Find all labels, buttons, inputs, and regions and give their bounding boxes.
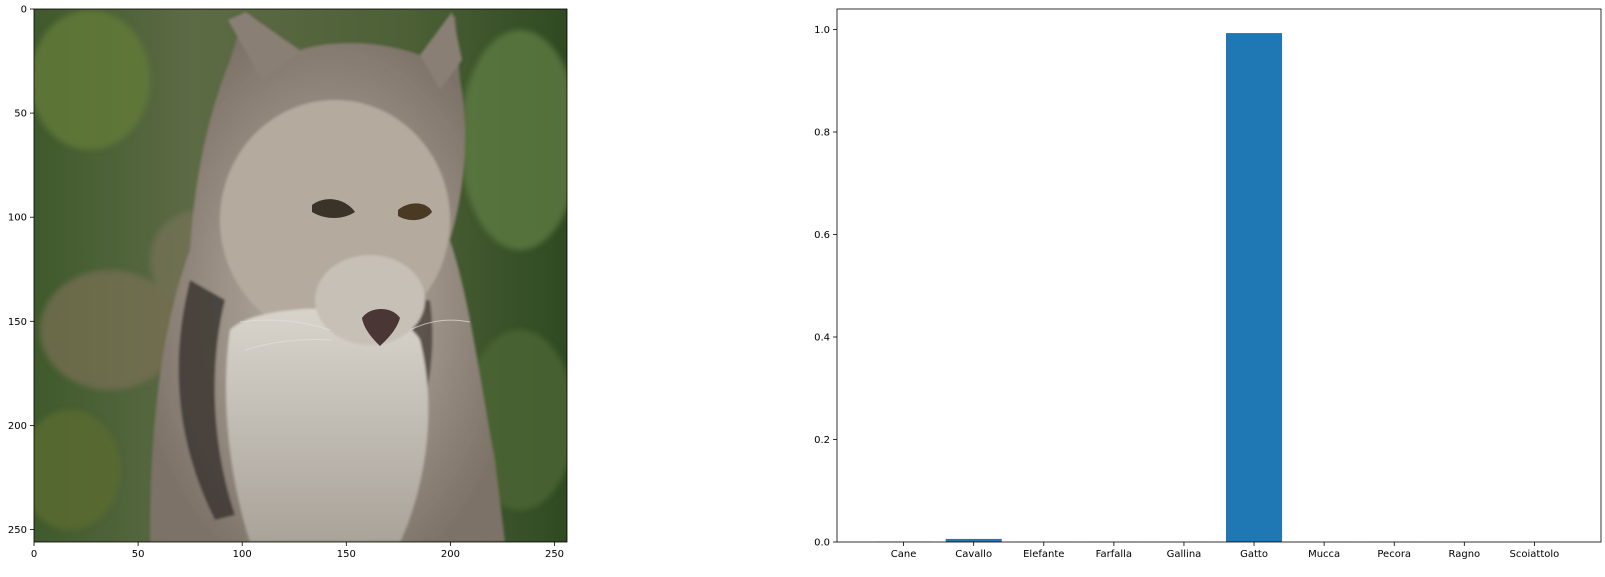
image-frame <box>33 8 568 543</box>
image-y-axis: 0 50 100 150 200 250 <box>8 5 34 536</box>
bar-y-tick-label: 0.0 <box>814 538 830 549</box>
bar-y-tick-label: 1.0 <box>814 25 830 36</box>
bar-y-tick-label: 0.2 <box>814 435 830 446</box>
image-x-tick-label: 150 <box>337 549 356 560</box>
bar-chart-x-axis: Cane Cavallo Elefante Farfalla Gallina Gatto M… <box>891 542 1559 560</box>
image-axes: 0 50 100 150 200 250 0 50 100 150 200 250 <box>8 5 568 560</box>
bar-chart-axes: Cane Cavallo Elefante Farfalla Gallina Gatto M… <box>814 8 1602 560</box>
bar-x-tick-label: Farfalla <box>1096 549 1132 560</box>
bar-gatto <box>1226 33 1283 543</box>
bar-y-tick-label: 0.6 <box>814 230 830 241</box>
bar-x-tick-label: Gatto <box>1240 549 1268 560</box>
bar-x-tick-label: Gallina <box>1167 549 1202 560</box>
bar-y-tick-label: 0.8 <box>814 128 830 139</box>
bar-x-tick-label: Cavallo <box>955 549 992 560</box>
bar-y-tick-label: 0.4 <box>814 333 830 344</box>
bar-x-tick-label: Ragno <box>1448 549 1480 560</box>
image-y-tick-label: 100 <box>8 213 27 224</box>
bar-x-tick-label: Cane <box>891 549 917 560</box>
bars <box>875 33 1563 543</box>
bar-chart-y-axis: 0.0 0.2 0.4 0.6 0.8 1.0 <box>814 25 837 549</box>
image-x-tick-label: 100 <box>233 549 252 560</box>
image-y-tick-label: 200 <box>8 421 27 432</box>
bar-x-tick-label: Mucca <box>1308 549 1340 560</box>
bar-x-tick-label: Scoiattolo <box>1510 549 1560 560</box>
image-y-tick-label: 50 <box>14 109 27 120</box>
image-x-axis: 0 50 100 150 200 250 <box>31 542 564 560</box>
image-x-tick-label: 200 <box>441 549 460 560</box>
image-y-tick-label: 250 <box>8 525 27 536</box>
image-y-tick-label: 150 <box>8 317 27 328</box>
bar-x-tick-label: Pecora <box>1377 549 1411 560</box>
bar-cavallo <box>945 538 1002 542</box>
bar-chart-frame <box>836 8 1602 543</box>
image-y-tick-label: 0 <box>21 5 27 16</box>
image-x-tick-label: 0 <box>31 549 37 560</box>
lynx-photo <box>34 9 567 542</box>
image-x-tick-label: 250 <box>545 549 564 560</box>
bar-x-tick-label: Elefante <box>1023 549 1064 560</box>
image-x-tick-label: 50 <box>132 549 145 560</box>
